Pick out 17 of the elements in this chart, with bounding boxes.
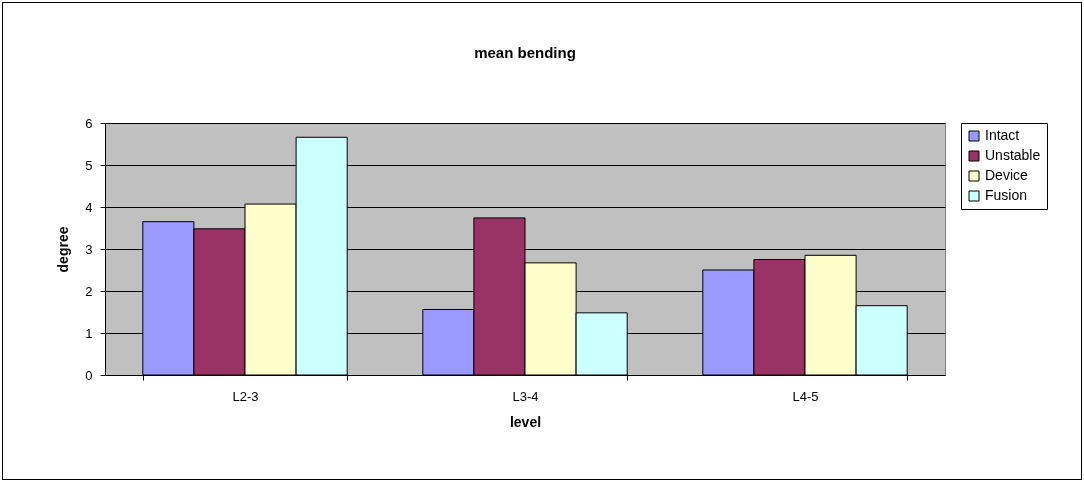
chart-title: mean bending (474, 44, 576, 61)
y-tick-label: 1 (85, 325, 93, 341)
y-tick-label: 4 (85, 199, 93, 215)
x-tick-label: L4-5 (792, 388, 819, 404)
x-tick-label: L2-3 (232, 388, 259, 404)
y-axis-title: degree (55, 226, 72, 273)
legend-label: Intact (985, 127, 1020, 143)
y-tick-label: 3 (85, 241, 93, 257)
legend-label: Unstable (985, 147, 1041, 163)
y-tick-label: 6 (85, 115, 93, 131)
y-tick-label: 2 (85, 283, 93, 299)
y-tick-label: 5 (85, 157, 93, 173)
y-tick-label: 0 (85, 367, 93, 383)
x-axis-title: level (509, 413, 542, 430)
legend-label: Fusion (985, 187, 1028, 203)
x-tick-label: L3-4 (512, 388, 539, 404)
legend-label: Device (985, 167, 1029, 183)
